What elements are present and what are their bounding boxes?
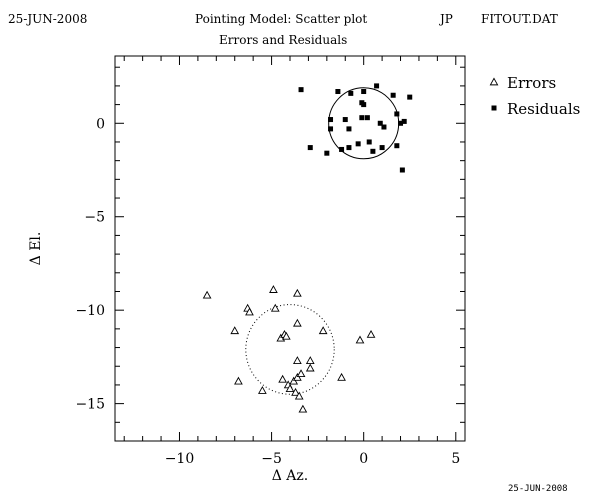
- residual-point: [298, 87, 304, 93]
- residual-point: [374, 83, 380, 89]
- error-point: [294, 391, 304, 400]
- y-tick-label: 0: [96, 116, 105, 132]
- error-point: [296, 369, 306, 378]
- residual-point: [394, 111, 400, 117]
- residual-point: [381, 124, 387, 130]
- legend-errors-label: Errors: [507, 74, 556, 92]
- error-point: [291, 387, 300, 396]
- error-point: [245, 307, 254, 316]
- error-point: [305, 363, 315, 372]
- error-point: [281, 331, 291, 340]
- plot-frame: [114, 55, 466, 442]
- residual-point: [390, 92, 396, 98]
- error-point: [298, 404, 308, 413]
- error-point: [355, 335, 365, 344]
- residual-point: [328, 117, 334, 123]
- residual-point: [359, 115, 365, 121]
- error-point: [269, 285, 278, 293]
- residual-point: [355, 141, 361, 147]
- x-tick-label: 5: [451, 451, 460, 467]
- residual-point: [307, 145, 313, 151]
- error-point: [337, 372, 346, 381]
- error-point: [305, 356, 315, 364]
- residual-point: [370, 148, 376, 154]
- y-tick-label: −15: [75, 397, 105, 413]
- residual-point: [364, 115, 370, 121]
- residual-point: [346, 145, 352, 151]
- residual-point: [339, 146, 345, 152]
- residual-point: [398, 120, 404, 126]
- error-point: [234, 376, 243, 385]
- residual-point: [366, 139, 372, 145]
- residual-point: [348, 90, 354, 96]
- date-left: 25-JUN-2008: [8, 12, 88, 26]
- residual-point: [328, 126, 334, 132]
- error-point: [258, 386, 267, 394]
- error-point: [293, 372, 302, 381]
- y-tick-label: −5: [84, 210, 105, 226]
- residual-point: [335, 89, 341, 95]
- legend-errors-icon: [489, 77, 499, 86]
- page-title: Pointing Model: Scatter plot: [195, 12, 368, 26]
- page-subtitle: Errors and Residuals: [219, 33, 348, 47]
- error-point: [293, 318, 302, 327]
- file-name: FITOUT.DAT: [481, 12, 558, 26]
- residual-point: [401, 118, 407, 124]
- residual-point: [324, 150, 330, 156]
- errors-circle: [245, 304, 335, 395]
- x-tick-label: −10: [165, 451, 195, 467]
- error-point: [270, 303, 280, 312]
- x-tick-label: −5: [261, 451, 282, 467]
- error-point: [285, 384, 295, 392]
- error-point: [293, 356, 302, 364]
- error-point: [202, 290, 212, 299]
- residual-point: [361, 102, 367, 108]
- residual-point: [379, 145, 385, 151]
- residual-point: [407, 94, 413, 100]
- x-tick-label: 0: [359, 451, 368, 467]
- y-axis-label: Δ El.: [28, 232, 44, 266]
- legend-residuals-icon: [491, 105, 497, 111]
- error-point: [318, 326, 328, 335]
- error-point: [278, 374, 287, 383]
- y-tick-label: −10: [75, 303, 105, 319]
- legend-residuals-label: Residuals: [507, 100, 580, 118]
- residual-point: [361, 89, 367, 95]
- error-point: [366, 329, 376, 338]
- footer-date: 25-JUN-2008: [508, 484, 568, 494]
- residual-point: [377, 120, 383, 126]
- x-axis-label: Δ Az.: [272, 468, 309, 484]
- residual-point: [399, 167, 405, 173]
- error-point: [293, 288, 302, 297]
- residual-point: [346, 126, 352, 132]
- user-initials: JP: [440, 12, 453, 26]
- residual-point: [342, 117, 348, 123]
- error-point: [230, 326, 240, 335]
- error-point: [289, 376, 299, 385]
- residual-point: [394, 143, 400, 149]
